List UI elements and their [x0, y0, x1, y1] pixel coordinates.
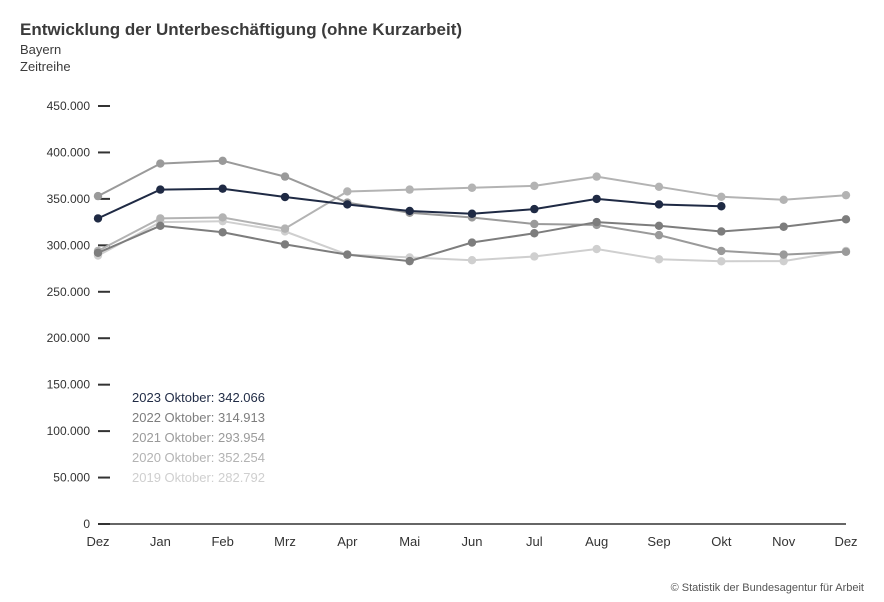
- x-tick-label: Aug: [585, 534, 608, 549]
- y-tick-label: 0: [83, 517, 90, 531]
- x-tick-label: Feb: [211, 534, 233, 549]
- x-tick-label: Mai: [399, 534, 420, 549]
- y-tick-label: 200.000: [47, 331, 91, 345]
- series-marker-2021: [779, 250, 787, 258]
- series-marker-2022: [218, 228, 226, 236]
- y-tick-label: 300.000: [47, 238, 91, 252]
- chart-title: Entwicklung der Unterbeschäftigung (ohne…: [20, 20, 864, 40]
- series-marker-2020: [343, 187, 351, 195]
- x-tick-label: Jun: [462, 534, 483, 549]
- series-marker-2023: [717, 202, 725, 210]
- y-tick-label: 450.000: [47, 99, 91, 113]
- series-marker-2023: [281, 193, 289, 201]
- series-marker-2020: [281, 224, 289, 232]
- series-marker-2023: [343, 200, 351, 208]
- series-marker-2020: [405, 185, 413, 193]
- series-marker-2019: [592, 245, 600, 253]
- series-marker-2023: [218, 184, 226, 192]
- x-tick-label: Mrz: [274, 534, 296, 549]
- series-marker-2020: [468, 184, 476, 192]
- series-marker-2021: [94, 192, 102, 200]
- series-marker-2021: [717, 247, 725, 255]
- y-tick-label: 250.000: [47, 285, 91, 299]
- y-tick-label: 50.000: [53, 471, 90, 485]
- series-marker-2022: [530, 229, 538, 237]
- legend-label: 2020 Oktober: 352.254: [132, 450, 265, 465]
- series-marker-2022: [156, 222, 164, 230]
- series-marker-2019: [655, 255, 663, 263]
- series-marker-2020: [530, 182, 538, 190]
- x-tick-label: Okt: [711, 534, 732, 549]
- y-tick-label: 150.000: [47, 378, 91, 392]
- legend-label: 2019 Oktober: 282.792: [132, 470, 265, 485]
- x-tick-label: Jul: [526, 534, 543, 549]
- series-marker-2020: [156, 214, 164, 222]
- series-marker-2022: [405, 257, 413, 265]
- series-marker-2023: [530, 205, 538, 213]
- series-marker-2023: [655, 200, 663, 208]
- series-marker-2020: [218, 213, 226, 221]
- series-marker-2022: [94, 249, 102, 257]
- y-tick-label: 100.000: [47, 424, 91, 438]
- series-marker-2023: [592, 195, 600, 203]
- chart-subtitle-type: Zeitreihe: [20, 59, 864, 74]
- series-marker-2022: [842, 215, 850, 223]
- series-marker-2023: [156, 185, 164, 193]
- x-tick-label: Apr: [337, 534, 358, 549]
- series-marker-2022: [655, 222, 663, 230]
- series-marker-2020: [592, 172, 600, 180]
- series-marker-2021: [655, 231, 663, 239]
- chart-area: 0 50.000 100.000 150.000 200.000 250.000 300.0…: [20, 92, 864, 572]
- series-marker-2019: [530, 252, 538, 260]
- chart-subtitle-region: Bayern: [20, 42, 864, 57]
- series-marker-2020: [779, 196, 787, 204]
- series-marker-2022: [468, 238, 476, 246]
- series-marker-2020: [655, 183, 663, 191]
- series-marker-2023: [405, 207, 413, 215]
- series-marker-2019: [468, 256, 476, 264]
- series-marker-2023: [94, 214, 102, 222]
- series-marker-2022: [592, 218, 600, 226]
- series-marker-2023: [468, 210, 476, 218]
- series-marker-2019: [717, 257, 725, 265]
- line-chart-svg: 0 50.000 100.000 150.000 200.000 250.000 300.0…: [20, 92, 864, 572]
- x-tick-label: Dez: [86, 534, 109, 549]
- series-marker-2021: [218, 157, 226, 165]
- x-tick-label: Jan: [150, 534, 171, 549]
- x-tick-label: Sep: [647, 534, 670, 549]
- series-marker-2021: [842, 248, 850, 256]
- legend-label: 2022 Oktober: 314.913: [132, 410, 265, 425]
- figure-container: Entwicklung der Unterbeschäftigung (ohne…: [0, 0, 884, 602]
- series-marker-2020: [842, 191, 850, 199]
- series-marker-2022: [343, 250, 351, 258]
- y-tick-label: 350.000: [47, 192, 91, 206]
- series-marker-2021: [281, 172, 289, 180]
- attribution-text: © Statistik der Bundesagentur für Arbeit: [671, 582, 864, 594]
- series-marker-2020: [717, 193, 725, 201]
- series-marker-2021: [156, 159, 164, 167]
- series-marker-2021: [530, 220, 538, 228]
- x-tick-label: Dez: [834, 534, 857, 549]
- series-marker-2022: [717, 227, 725, 235]
- x-tick-label: Nov: [772, 534, 796, 549]
- series-marker-2022: [281, 240, 289, 248]
- series-marker-2022: [779, 223, 787, 231]
- y-tick-label: 400.000: [47, 145, 91, 159]
- legend-label: 2021 Oktober: 293.954: [132, 430, 265, 445]
- legend-label: 2023 Oktober: 342.066: [132, 390, 265, 405]
